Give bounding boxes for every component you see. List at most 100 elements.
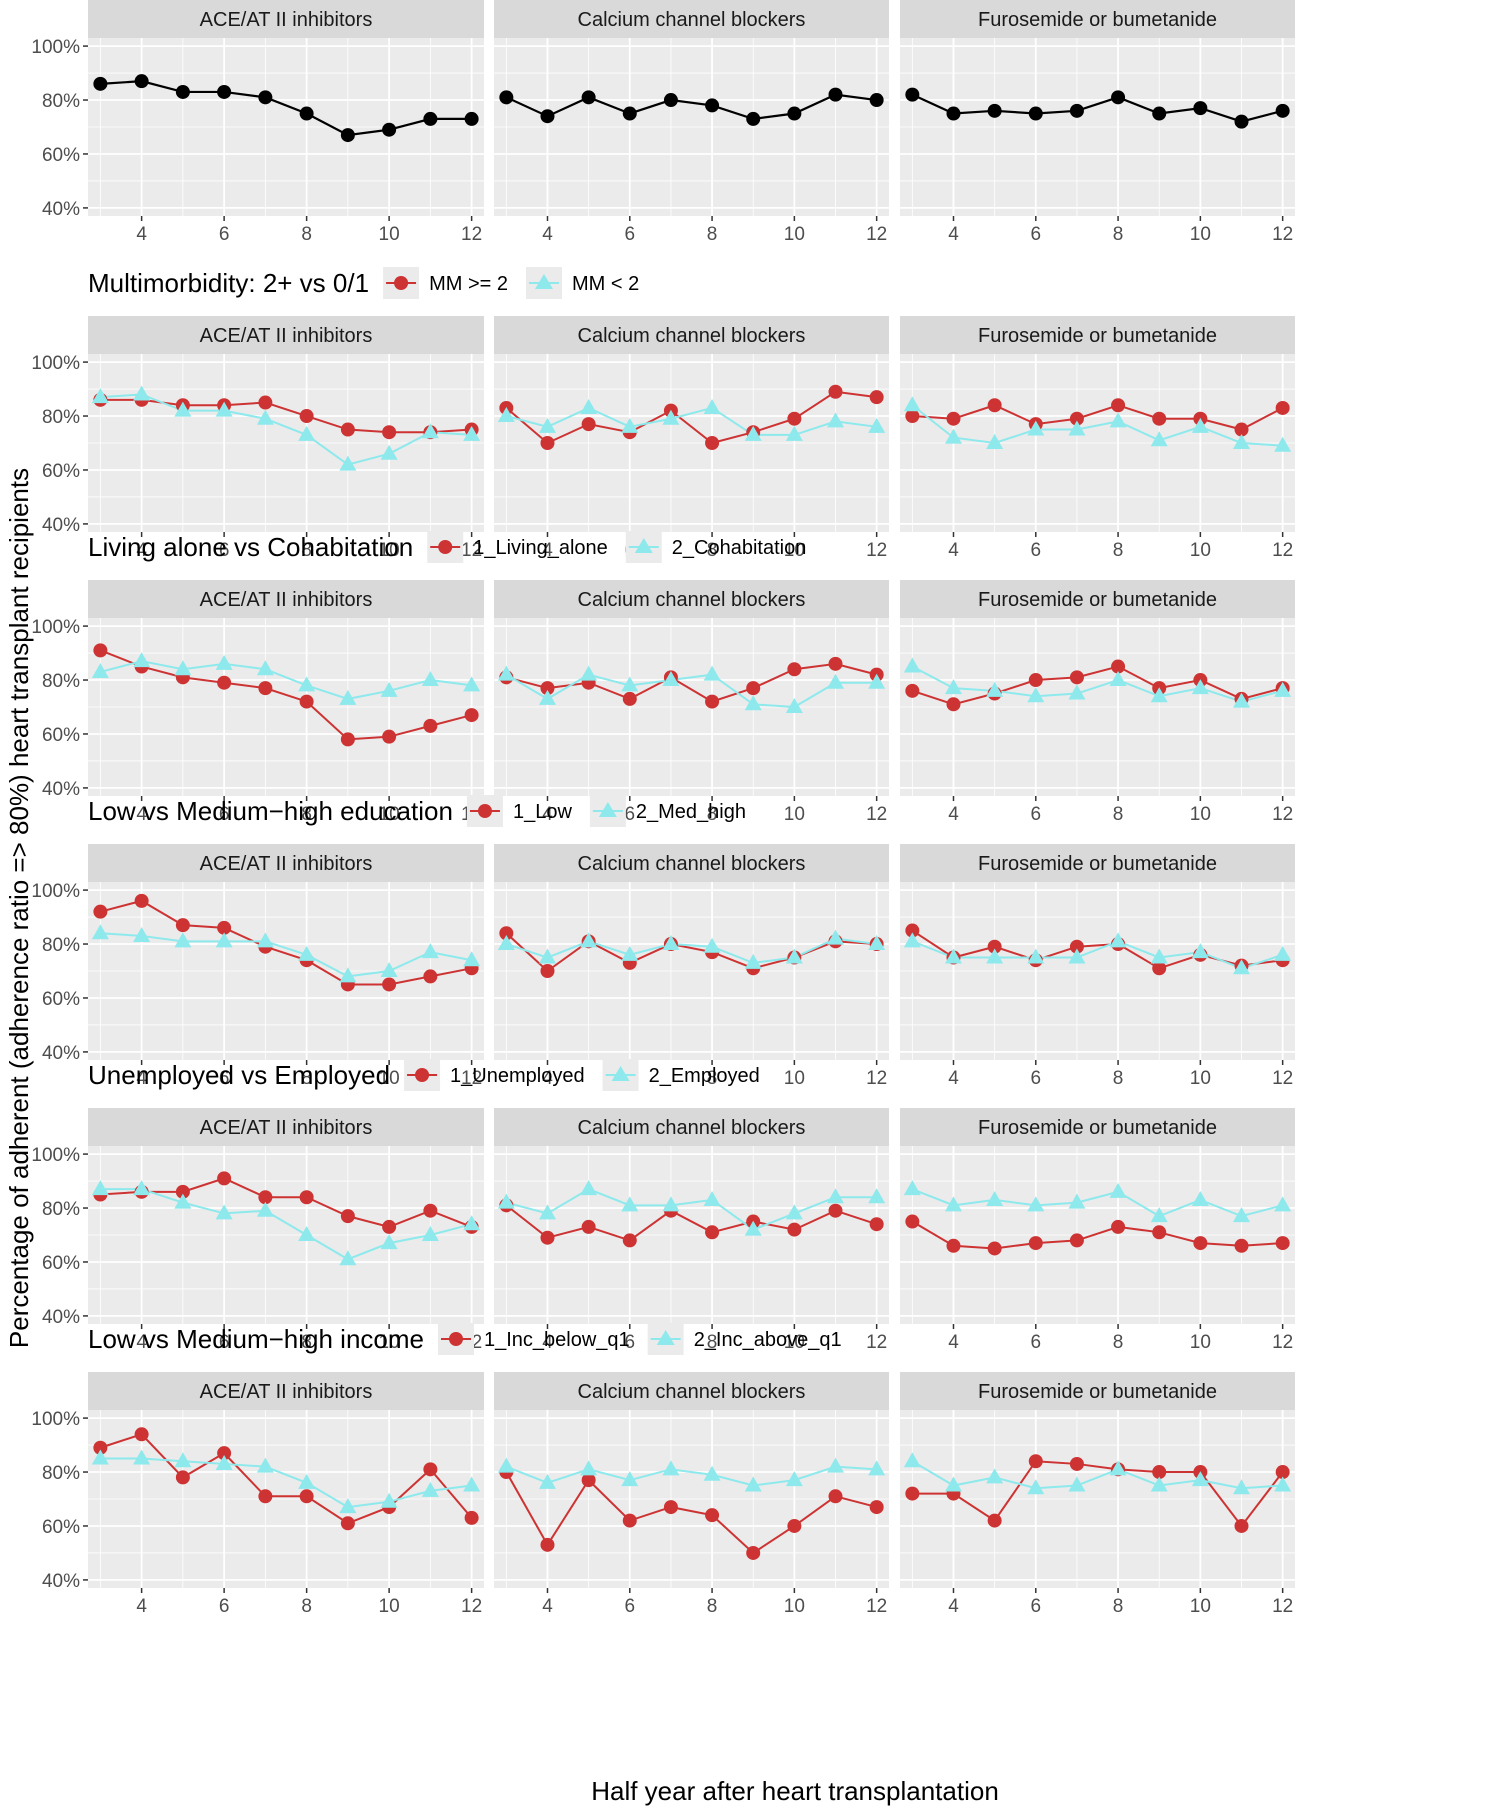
legend-label: 1_Low xyxy=(513,801,572,823)
data-point xyxy=(662,1196,680,1212)
facet-strip xyxy=(900,1372,1295,1410)
data-point xyxy=(540,109,555,124)
data-point xyxy=(133,1449,151,1465)
data-point xyxy=(215,932,233,948)
data-point xyxy=(93,1440,108,1455)
facet-row-0: ACE/AT II inhibitors 4 6 8 10 12 40% 60% 80% 100%… xyxy=(31,0,1295,245)
facet-panel-5-1: Calcium channel blockers 4 6 8 10 12 xyxy=(494,1372,889,1617)
data-point xyxy=(298,676,316,692)
series-line xyxy=(100,1177,472,1228)
data-point xyxy=(175,84,190,99)
data-point xyxy=(256,1457,274,1473)
data-point xyxy=(258,1190,273,1205)
x-tick-label: 10 xyxy=(1190,1596,1211,1617)
x-tick-label: 12 xyxy=(461,224,482,245)
data-point xyxy=(1069,670,1084,685)
facet-strip xyxy=(494,316,889,354)
data-point xyxy=(1274,1196,1292,1212)
x-tick-label: 6 xyxy=(624,224,635,245)
x-tick-label: 8 xyxy=(301,804,312,825)
data-point xyxy=(217,84,232,99)
data-point xyxy=(540,1537,555,1552)
data-point xyxy=(1111,1219,1126,1234)
data-point xyxy=(258,681,273,696)
data-point xyxy=(339,1498,357,1514)
data-point xyxy=(1233,959,1251,975)
x-tick-label: 4 xyxy=(948,224,959,245)
data-point xyxy=(785,698,803,713)
facet-strip xyxy=(900,316,1295,354)
data-point xyxy=(1191,1190,1209,1206)
x-tick-label: 8 xyxy=(301,224,312,245)
x-tick-label: 12 xyxy=(866,804,887,825)
data-point xyxy=(580,932,598,948)
data-point xyxy=(464,1510,479,1525)
facet-strip-label: Furosemide or bumetanide xyxy=(978,325,1217,347)
data-point xyxy=(1152,1225,1167,1240)
legend-key xyxy=(525,267,562,299)
legend-label: MM >= 2 xyxy=(429,273,508,295)
data-point xyxy=(1275,400,1290,415)
x-tick-label: 4 xyxy=(136,540,147,561)
data-point xyxy=(662,935,680,951)
data-point xyxy=(1028,673,1043,688)
y-tick-label: 60% xyxy=(42,725,80,746)
series-line xyxy=(911,1188,1283,1218)
y-tick-label: 60% xyxy=(42,461,80,482)
data-point xyxy=(1109,1460,1127,1476)
data-point xyxy=(787,1518,802,1533)
y-tick-label: 40% xyxy=(42,779,80,800)
x-tick-label: 6 xyxy=(219,1332,230,1353)
data-point xyxy=(869,390,884,405)
x-tick-label: 10 xyxy=(379,1596,400,1617)
data-point xyxy=(258,395,273,410)
data-point xyxy=(464,111,479,126)
data-point xyxy=(1152,106,1167,121)
data-point xyxy=(421,943,439,959)
legend-key xyxy=(625,531,662,563)
x-tick-label: 8 xyxy=(1113,1332,1124,1353)
x-tick-label: 10 xyxy=(1190,1068,1211,1089)
x-tick-label: 4 xyxy=(948,540,959,561)
series-line xyxy=(505,93,877,121)
data-point xyxy=(423,111,438,126)
data-point xyxy=(1111,398,1126,413)
data-point xyxy=(497,935,515,951)
data-point xyxy=(944,1476,962,1492)
facet-strip xyxy=(88,1372,484,1410)
x-tick-label: 4 xyxy=(542,1332,553,1353)
data-point xyxy=(1234,1238,1249,1253)
data-point xyxy=(787,411,802,426)
data-point xyxy=(785,948,803,964)
y-tick-label: 80% xyxy=(42,1463,80,1484)
data-point xyxy=(93,643,108,658)
data-point xyxy=(380,681,398,697)
legend-key-triangle xyxy=(656,1330,675,1345)
facet-strip xyxy=(88,0,484,38)
data-point xyxy=(987,398,1002,413)
x-tick-label: 10 xyxy=(379,540,400,561)
facet-strip xyxy=(494,1372,889,1410)
facet-strip-label: Furosemide or bumetanide xyxy=(978,589,1217,611)
data-point xyxy=(217,920,232,935)
data-point xyxy=(215,1204,233,1220)
y-tick-label: 80% xyxy=(42,1199,80,1220)
legend-key xyxy=(404,1059,441,1091)
data-point xyxy=(339,689,357,705)
facet-strip xyxy=(900,844,1295,882)
data-point xyxy=(540,681,555,696)
data-point xyxy=(581,90,596,105)
data-point xyxy=(1275,103,1290,118)
data-point xyxy=(1150,1207,1168,1223)
facet-strip xyxy=(494,580,889,618)
data-point xyxy=(340,1209,355,1224)
facet-panel-4-1: Calcium channel blockers 4 6 8 10 12 xyxy=(494,1108,889,1353)
x-tick-label: 8 xyxy=(707,540,718,561)
x-tick-label: 8 xyxy=(707,1068,718,1089)
data-point xyxy=(946,106,961,121)
legend-row-3: Low vs Medium−high education 1_Low 2_Med_h… xyxy=(88,795,746,827)
data-point xyxy=(538,417,556,433)
data-point xyxy=(217,1171,232,1186)
data-point xyxy=(1191,679,1209,695)
y-tick-label: 100% xyxy=(31,37,80,58)
